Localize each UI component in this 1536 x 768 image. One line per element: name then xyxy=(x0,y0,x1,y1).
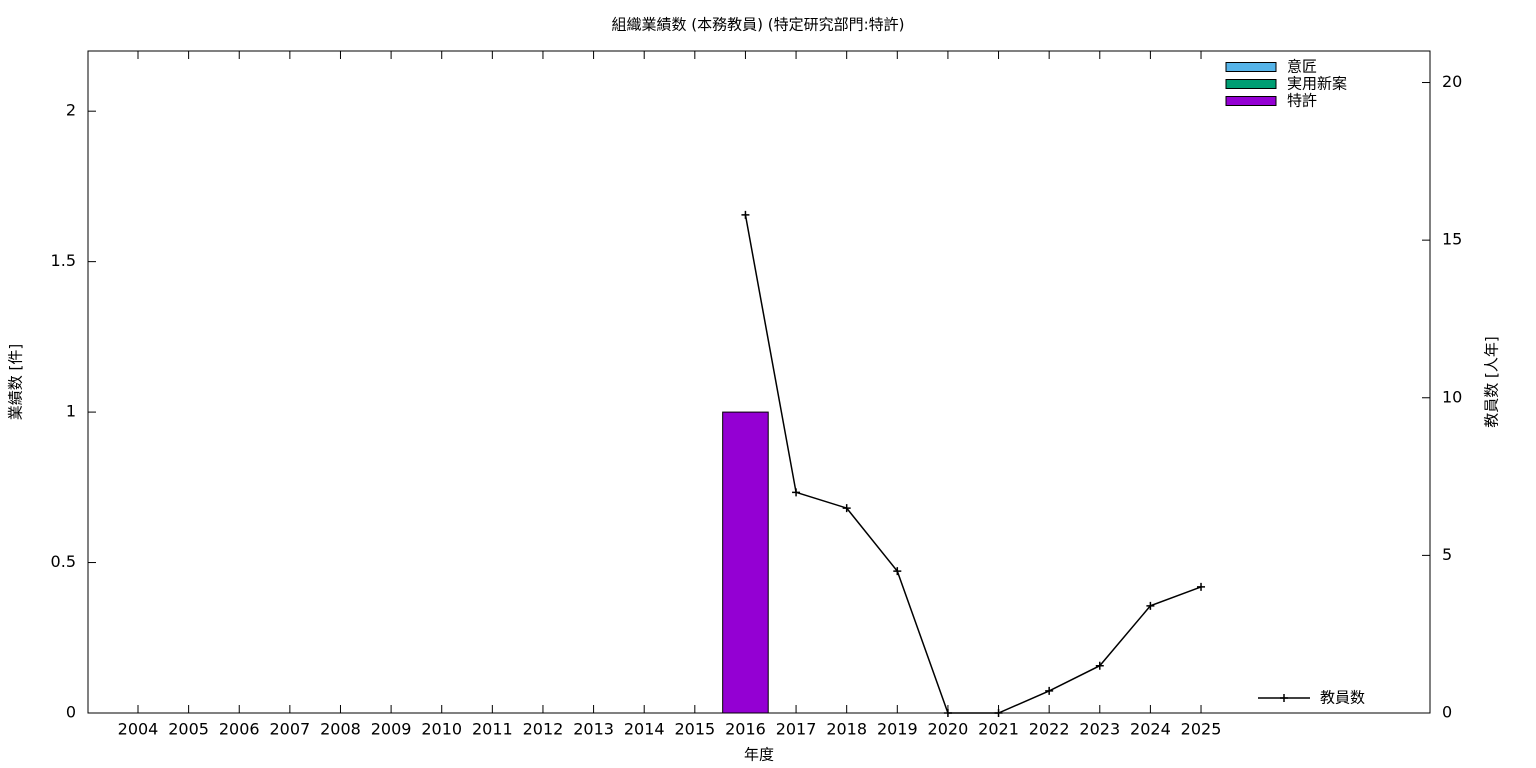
y2-tick-label: 0 xyxy=(1442,703,1452,722)
x-tick-label: 2017 xyxy=(776,720,817,739)
x-tick-label: 2006 xyxy=(219,720,260,739)
y-tick-label: 0.5 xyxy=(51,552,76,571)
bar xyxy=(722,411,769,714)
x-tick-label: 2025 xyxy=(1181,720,1222,739)
point-marker xyxy=(1095,661,1104,670)
y2-tick-label: 20 xyxy=(1442,72,1462,91)
line xyxy=(744,214,1202,714)
x-tick-label: 2018 xyxy=(826,720,867,739)
x-axis-label: 年度 xyxy=(744,746,774,764)
x-tick-label: 2010 xyxy=(421,720,462,739)
y-axis-label: 業績数 [件] xyxy=(7,344,25,420)
legend-swatch xyxy=(1225,96,1277,106)
x-tick-label: 2023 xyxy=(1079,720,1120,739)
y2-axis-label: 教員数 [人年] xyxy=(1483,336,1501,427)
x-tick-label: 2021 xyxy=(978,720,1019,739)
point-marker xyxy=(792,488,801,497)
x-tick-label: 2009 xyxy=(371,720,412,739)
y2-tick-label: 10 xyxy=(1442,387,1462,406)
point-marker xyxy=(893,567,902,576)
x-tick-label: 2024 xyxy=(1130,720,1171,739)
x-tick-label: 2007 xyxy=(270,720,311,739)
x-tick-label: 2016 xyxy=(725,720,766,739)
x-tick-label: 2012 xyxy=(523,720,564,739)
legend-label: 教員数 xyxy=(1320,689,1365,707)
x-tick-label: 2020 xyxy=(928,720,969,739)
y2-tick-label: 15 xyxy=(1442,230,1462,249)
y-tick-label: 2 xyxy=(66,101,76,120)
legend-marker xyxy=(1280,694,1288,702)
point-marker xyxy=(1146,601,1155,610)
point-marker xyxy=(994,709,1003,717)
x-tick-label: 2014 xyxy=(624,720,665,739)
point-marker xyxy=(842,504,851,513)
y-tick-label: 1.5 xyxy=(51,251,76,270)
chart-title: 組織業績数 (本務教員) (特定研究部門:特許) xyxy=(612,16,905,34)
legend-swatch xyxy=(1225,79,1277,89)
point-marker xyxy=(1197,582,1206,591)
x-tick-label: 2019 xyxy=(877,720,918,739)
x-tick-label: 2008 xyxy=(320,720,361,739)
y2-tick-label: 5 xyxy=(1442,545,1452,564)
legend-label: 特許 xyxy=(1287,92,1317,110)
legend-label: 実用新案 xyxy=(1287,75,1347,93)
x-tick-label: 2015 xyxy=(674,720,715,739)
x-tick-label: 2022 xyxy=(1029,720,1070,739)
legend-swatch xyxy=(1225,62,1277,72)
point-marker xyxy=(943,709,952,717)
y-tick-label: 1 xyxy=(66,402,76,421)
x-tick-label: 2005 xyxy=(168,720,209,739)
point-marker xyxy=(741,210,750,219)
x-tick-label: 2013 xyxy=(573,720,614,739)
point-marker xyxy=(1045,686,1054,695)
x-tick-label: 2011 xyxy=(472,720,513,739)
legend-label: 意匠 xyxy=(1287,58,1317,76)
y-tick-label: 0 xyxy=(66,703,76,722)
x-tick-label: 2004 xyxy=(118,720,159,739)
